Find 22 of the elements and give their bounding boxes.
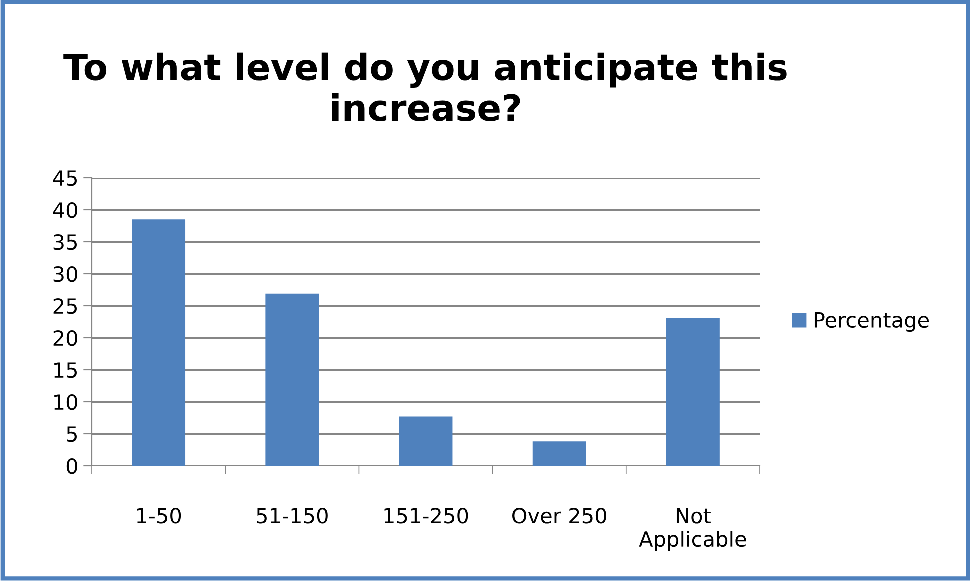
- legend-label: Percentage: [814, 312, 930, 332]
- x-tick-label: 1-50: [137, 508, 182, 524]
- bar: [399, 416, 453, 466]
- y-tick-label: 10: [54, 394, 78, 410]
- y-tick-label: 5: [67, 426, 77, 442]
- x-tick-label: 151-250: [384, 508, 468, 524]
- chart-title: To what level do you anticipate this increase?: [64, 52, 787, 122]
- y-tick-label: 30: [54, 266, 78, 282]
- x-tick-label: Over 250: [512, 508, 606, 524]
- y-tick-label: 45: [53, 170, 77, 186]
- y-tick-label: 0: [66, 458, 78, 474]
- bar: [666, 318, 720, 466]
- bar: [132, 220, 186, 466]
- x-tick-label: 51-150: [257, 508, 328, 524]
- y-tick-label: 25: [54, 298, 77, 314]
- y-tick-label: 40: [53, 202, 78, 218]
- y-tick-label: 15: [54, 362, 77, 378]
- bar: [266, 294, 320, 466]
- y-tick-label: 35: [54, 234, 77, 250]
- y-tick-label: 20: [54, 330, 78, 346]
- bar: [532, 442, 586, 466]
- x-tick-label: Not Applicable: [639, 508, 746, 552]
